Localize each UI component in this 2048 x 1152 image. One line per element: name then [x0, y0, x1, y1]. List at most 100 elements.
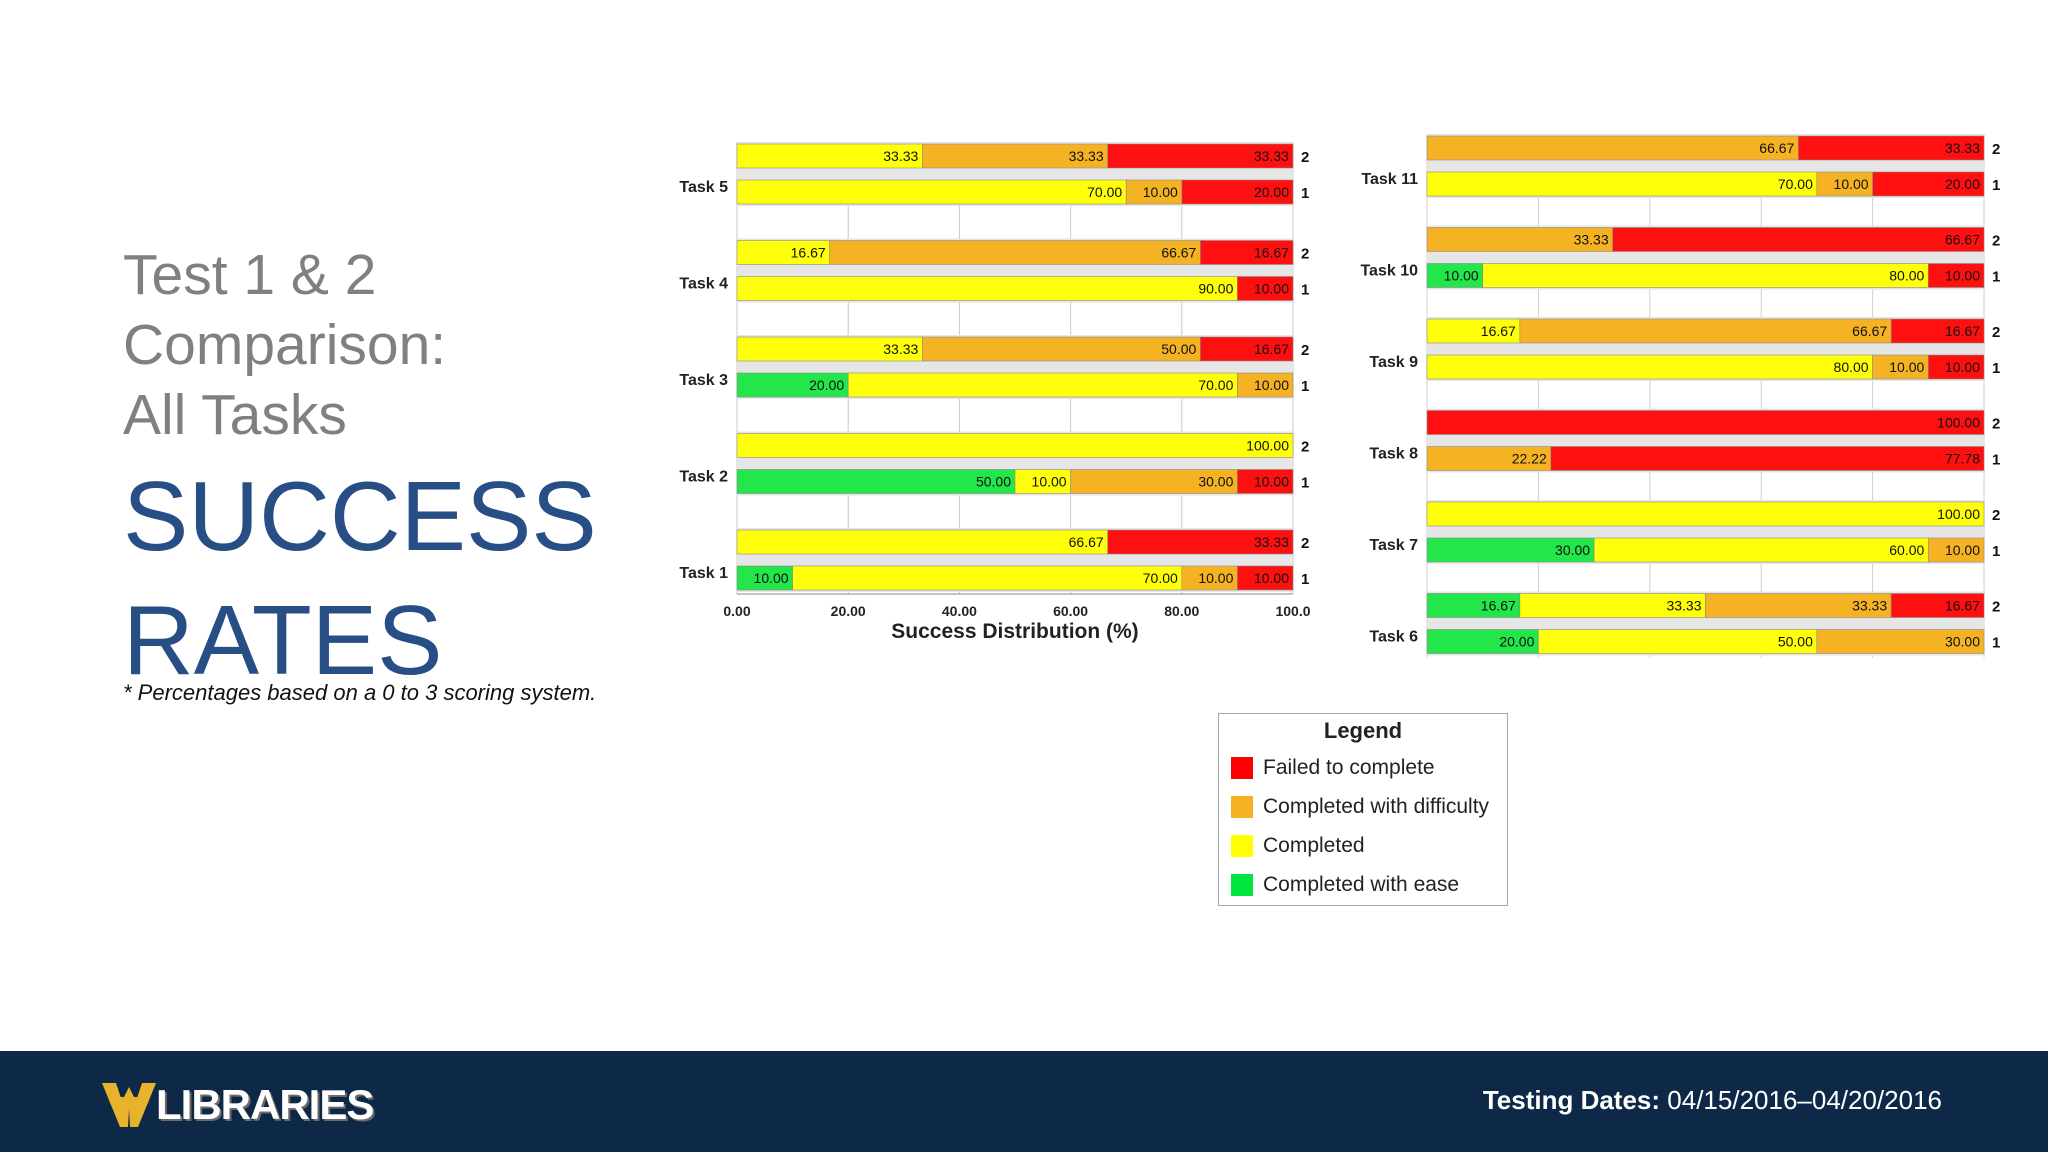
- data-label: 30.00: [1198, 474, 1233, 490]
- data-label: 50.00: [976, 474, 1011, 490]
- data-label: 50.00: [1161, 341, 1196, 357]
- task-label: Task 3: [679, 372, 728, 389]
- bar-segment-difficulty: [1237, 372, 1294, 398]
- data-label: 60.00: [1889, 542, 1924, 558]
- test-label: 1: [1992, 360, 2000, 377]
- bar-segment-failed: [1426, 410, 1985, 435]
- legend-swatch-difficulty: [1231, 796, 1253, 818]
- data-label: 70.00: [1778, 176, 1813, 192]
- main-title-line-1: SUCCESS: [123, 461, 597, 571]
- legend-item-difficulty: Completed with difficulty: [1231, 792, 1507, 822]
- data-label: 66.67: [1852, 323, 1887, 339]
- legend-label-completed: Completed: [1263, 834, 1365, 857]
- test-label: 1: [1301, 185, 1309, 202]
- test-label: 2: [1992, 599, 2000, 616]
- data-label: 80.00: [1834, 359, 1869, 375]
- data-label: 33.33: [1945, 140, 1980, 156]
- bar-segment-completed: [736, 143, 923, 169]
- bar-segment-completed: [1426, 501, 1985, 527]
- test-label: 1: [1992, 177, 2000, 194]
- data-label: 90.00: [1198, 281, 1233, 297]
- data-label: 33.33: [1852, 598, 1887, 614]
- data-label: 100.00: [1246, 438, 1289, 454]
- task-label: Task 1: [679, 565, 728, 582]
- data-label: 10.00: [1254, 474, 1289, 490]
- data-label: 10.00: [1444, 268, 1479, 284]
- bar-segment-difficulty: [1928, 537, 1985, 563]
- logo-text: LIBRARIES: [156, 1081, 374, 1128]
- main-title-line-2: RATES: [123, 585, 443, 695]
- bar-segment-ease: [1426, 593, 1521, 618]
- legend-swatch-failed: [1231, 757, 1253, 779]
- bar-segment-difficulty: [922, 336, 1201, 362]
- bar-segment-failed: [1872, 171, 1985, 197]
- test-label: 1: [1992, 452, 2000, 469]
- test-label: 2: [1992, 507, 2000, 524]
- data-label: 10.00: [1143, 184, 1178, 200]
- bar-segment-ease: [736, 469, 1016, 494]
- data-label: 10.00: [1032, 474, 1067, 490]
- task-label: Task 8: [1369, 446, 1418, 463]
- bar-segment-difficulty: [1426, 446, 1552, 471]
- data-label: 10.00: [1254, 377, 1289, 393]
- wv-logo-icon: [102, 1083, 156, 1127]
- bar-segment-failed: [1928, 354, 1985, 380]
- data-label: 30.00: [1555, 542, 1590, 558]
- bar-segment-difficulty: [1125, 179, 1183, 205]
- x-tick-label: 80.00: [1164, 603, 1199, 619]
- x-tick-label: 20.00: [831, 603, 866, 619]
- test-label: 2: [1992, 141, 2000, 158]
- test-label: 1: [1992, 543, 2000, 560]
- test-label: 2: [1301, 149, 1309, 166]
- bar-segment-failed: [1928, 263, 1985, 288]
- bar-segment-completed: [1426, 318, 1521, 344]
- bar-segment-difficulty: [1816, 171, 1873, 197]
- data-label: 20.00: [1945, 176, 1980, 192]
- data-label: 70.00: [1198, 377, 1233, 393]
- data-label: 70.00: [1143, 570, 1178, 586]
- bar-segment-completed: [847, 372, 1238, 398]
- bar-segment-failed: [1612, 227, 1985, 252]
- data-label: 33.33: [883, 148, 918, 164]
- data-label: 33.33: [1069, 148, 1104, 164]
- task-label: Task 6: [1369, 629, 1418, 646]
- data-label: 10.00: [1198, 570, 1233, 586]
- legend-label-failed: Failed to complete: [1263, 756, 1435, 779]
- task-label: Task 11: [1361, 171, 1418, 188]
- data-label: 10.00: [1254, 570, 1289, 586]
- data-label: 33.33: [1666, 598, 1701, 614]
- legend-item-ease: Completed with ease: [1231, 870, 1507, 900]
- legend-swatch-completed: [1231, 835, 1253, 857]
- bar-segment-failed: [1200, 240, 1294, 265]
- bar-segment-difficulty: [829, 240, 1201, 265]
- testing-dates: Testing Dates: 04/15/2016–04/20/2016: [1483, 1085, 1942, 1116]
- data-label: 66.67: [1161, 245, 1196, 261]
- task-label: Task 5: [679, 179, 728, 196]
- data-label: 100.00: [1937, 506, 1980, 522]
- bar-segment-failed: [1107, 529, 1294, 555]
- task-label: Task 9: [1369, 354, 1418, 371]
- data-label: 16.67: [1481, 323, 1516, 339]
- chart-legend: Legend Failed to complete Completed with…: [1218, 713, 1508, 906]
- legend-label-ease: Completed with ease: [1263, 873, 1460, 896]
- bar-segment-failed: [1237, 565, 1294, 591]
- data-label: 33.33: [883, 341, 918, 357]
- bar-segment-ease: [1426, 537, 1595, 563]
- x-tick-label: 100.0: [1275, 603, 1310, 619]
- data-label: 16.67: [791, 245, 826, 261]
- test-label: 2: [1301, 439, 1309, 456]
- test-label: 1: [1992, 635, 2000, 652]
- bar-segment-completed: [792, 565, 1183, 591]
- legend-label-difficulty: Completed with difficulty: [1263, 795, 1490, 818]
- test-label: 2: [1301, 246, 1309, 263]
- data-label: 50.00: [1778, 634, 1813, 650]
- data-label: 20.00: [1254, 184, 1289, 200]
- bar-segment-ease: [736, 372, 849, 398]
- bar-segment-failed: [1798, 135, 1985, 161]
- testing-dates-label: Testing Dates:: [1482, 1085, 1661, 1115]
- data-label: 16.67: [1254, 341, 1289, 357]
- legend-title: Legend: [1323, 718, 1403, 743]
- data-label: 66.67: [1945, 232, 1980, 248]
- bar-segment-difficulty: [1426, 135, 1799, 161]
